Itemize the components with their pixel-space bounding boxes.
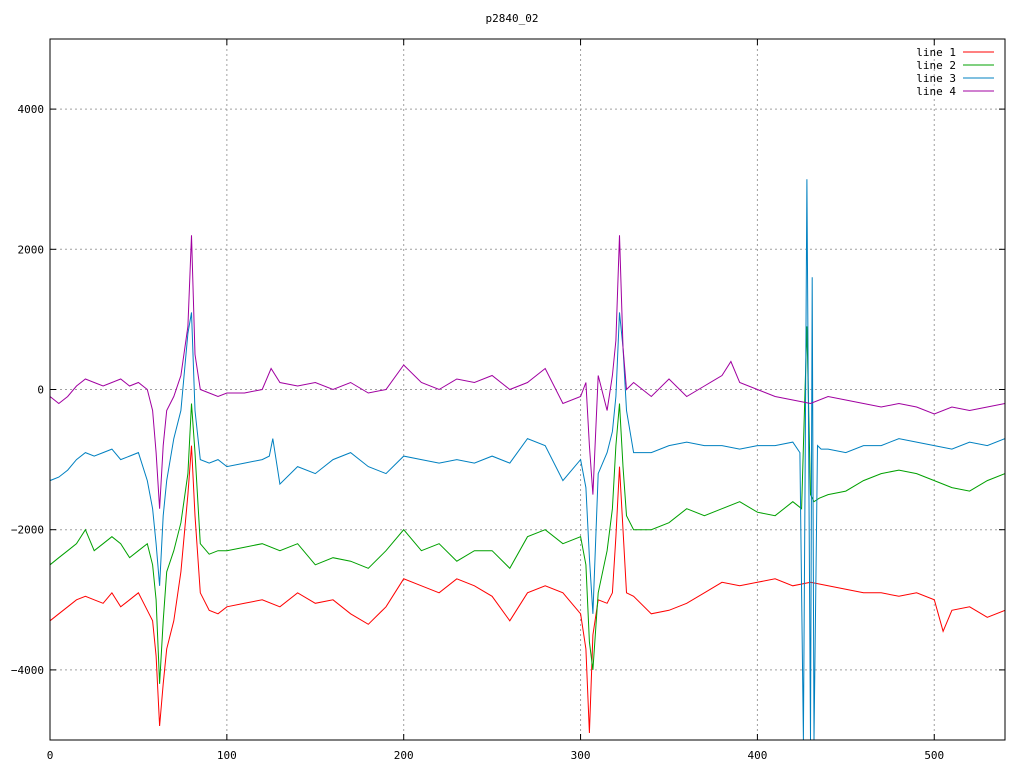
y-tick-label: 0 xyxy=(37,384,44,397)
y-tick-label: −4000 xyxy=(11,664,44,677)
x-tick-label: 0 xyxy=(47,749,54,762)
legend-label-4: line 4 xyxy=(916,85,956,98)
legend-label-2: line 2 xyxy=(916,59,956,72)
series-line-4 xyxy=(50,235,1005,509)
y-tick-label: 4000 xyxy=(18,103,45,116)
legend-label-1: line 1 xyxy=(916,46,956,59)
series-line-3 xyxy=(50,179,1005,740)
axis-ticks: 0 100 200 300 400 500 −4000 −2000 0 2000 4000 xyxy=(11,39,1005,762)
y-tick-label: 2000 xyxy=(18,243,45,256)
x-tick-label: 300 xyxy=(571,749,591,762)
x-tick-label: 200 xyxy=(394,749,414,762)
x-tick-label: 400 xyxy=(747,749,767,762)
x-tick-label: 100 xyxy=(217,749,237,762)
y-tick-label: −2000 xyxy=(11,524,44,537)
legend-label-3: line 3 xyxy=(916,72,956,85)
series-lines xyxy=(50,179,1005,740)
chart-title: p2840_02 xyxy=(486,12,539,25)
series-line-1 xyxy=(50,445,1005,734)
x-tick-label: 500 xyxy=(924,749,944,762)
